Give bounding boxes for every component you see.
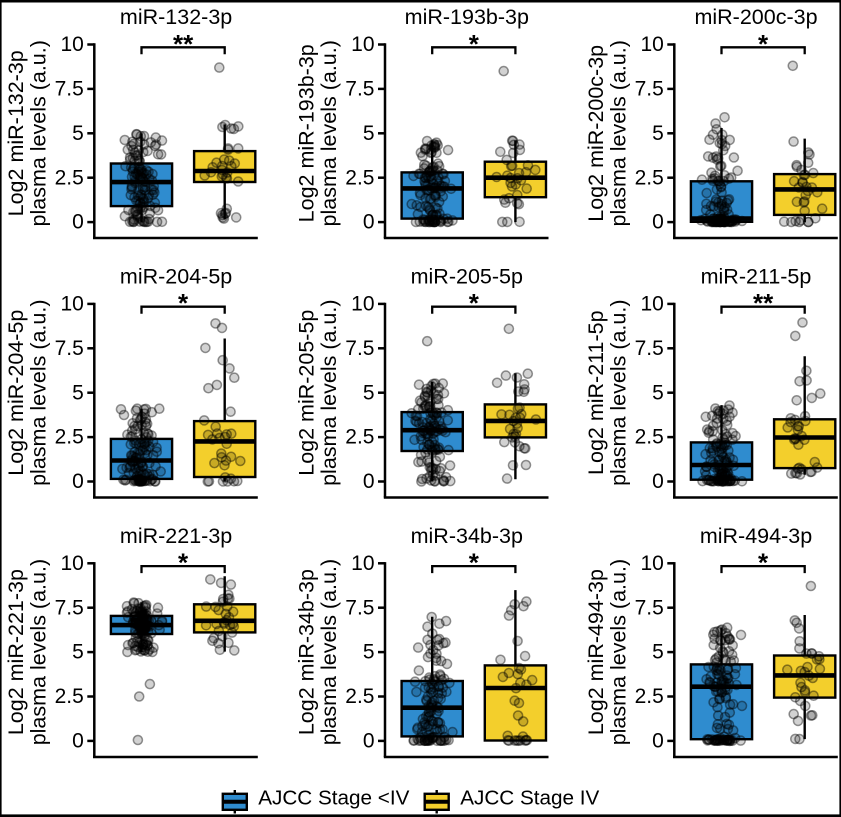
svg-text:plasma levels (a.u.): plasma levels (a.u.) (26, 559, 50, 745)
svg-text:AJCC Stage <IV: AJCC Stage <IV (258, 787, 409, 810)
svg-text:Log2 miR-221-3p: Log2 miR-221-3p (4, 569, 28, 735)
svg-text:7.5: 7.5 (55, 337, 84, 360)
svg-text:5: 5 (72, 122, 84, 145)
svg-text:0: 0 (72, 730, 84, 753)
svg-text:7.5: 7.5 (345, 596, 374, 619)
svg-text:5: 5 (363, 641, 375, 664)
svg-text:plasma levels (a.u.): plasma levels (a.u.) (606, 40, 630, 226)
svg-text:*: * (758, 29, 769, 59)
svg-text:2.5: 2.5 (635, 166, 664, 189)
svg-text:*: * (178, 548, 189, 578)
svg-text:10: 10 (351, 33, 374, 56)
svg-text:miR-200c-3p: miR-200c-3p (694, 5, 817, 29)
svg-text:plasma levels (a.u.): plasma levels (a.u.) (317, 299, 341, 485)
svg-text:0: 0 (72, 211, 84, 234)
svg-text:10: 10 (60, 293, 83, 316)
svg-text:**: ** (753, 288, 774, 318)
svg-text:2.5: 2.5 (55, 685, 84, 708)
svg-text:5: 5 (363, 122, 375, 145)
svg-text:*: * (469, 288, 480, 318)
svg-text:2.5: 2.5 (55, 426, 84, 449)
svg-text:10: 10 (640, 33, 663, 56)
svg-text:Log2 miR-204-5p: Log2 miR-204-5p (4, 310, 28, 476)
svg-text:*: * (758, 548, 769, 578)
svg-text:7.5: 7.5 (55, 596, 84, 619)
svg-text:miR-205-5p: miR-205-5p (411, 264, 523, 288)
svg-text:7.5: 7.5 (345, 337, 374, 360)
svg-text:miR-193b-3p: miR-193b-3p (405, 5, 529, 29)
svg-text:10: 10 (351, 293, 374, 316)
svg-text:Log2 miR-132-3p: Log2 miR-132-3p (4, 50, 28, 216)
svg-text:Log2 miR-193b-3p: Log2 miR-193b-3p (295, 44, 319, 222)
svg-text:7.5: 7.5 (635, 596, 664, 619)
svg-text:5: 5 (652, 122, 664, 145)
svg-text:7.5: 7.5 (345, 78, 374, 101)
svg-text:miR-132-3p: miR-132-3p (120, 5, 232, 29)
svg-text:plasma levels (a.u.): plasma levels (a.u.) (26, 299, 50, 485)
svg-text:*: * (469, 548, 480, 578)
svg-text:plasma levels (a.u.): plasma levels (a.u.) (606, 559, 630, 745)
svg-text:miR-221-3p: miR-221-3p (120, 524, 232, 548)
svg-text:5: 5 (652, 641, 664, 664)
svg-text:miR-204-5p: miR-204-5p (120, 264, 232, 288)
svg-text:miR-494-3p: miR-494-3p (700, 524, 812, 548)
svg-text:5: 5 (72, 641, 84, 664)
svg-text:plasma levels (a.u.): plasma levels (a.u.) (317, 40, 341, 226)
svg-text:AJCC Stage IV: AJCC Stage IV (460, 787, 599, 810)
svg-text:10: 10 (60, 552, 83, 575)
svg-text:2.5: 2.5 (345, 426, 374, 449)
svg-text:miR-34b-3p: miR-34b-3p (411, 524, 523, 548)
svg-text:plasma levels (a.u.): plasma levels (a.u.) (606, 299, 630, 485)
svg-text:5: 5 (363, 381, 375, 404)
svg-text:0: 0 (72, 470, 84, 493)
svg-text:Log2 miR-205-5p: Log2 miR-205-5p (295, 310, 319, 476)
svg-text:miR-211-5p: miR-211-5p (701, 264, 812, 288)
svg-text:Log2 miR-34b-3p: Log2 miR-34b-3p (295, 569, 319, 735)
svg-text:10: 10 (640, 552, 663, 575)
svg-text:0: 0 (363, 211, 375, 234)
svg-text:10: 10 (60, 33, 83, 56)
svg-text:10: 10 (351, 552, 374, 575)
svg-text:0: 0 (363, 730, 375, 753)
svg-text:plasma levels (a.u.): plasma levels (a.u.) (317, 559, 341, 745)
svg-text:2.5: 2.5 (635, 685, 664, 708)
svg-text:**: ** (173, 29, 194, 59)
svg-text:*: * (178, 288, 189, 318)
svg-text:0: 0 (652, 730, 664, 753)
svg-text:Log2 miR-200c-3p: Log2 miR-200c-3p (584, 45, 608, 222)
svg-text:Log2 miR-494-3p: Log2 miR-494-3p (584, 569, 608, 735)
svg-text:10: 10 (640, 293, 663, 316)
svg-text:5: 5 (72, 381, 84, 404)
svg-text:0: 0 (652, 470, 664, 493)
svg-text:7.5: 7.5 (55, 78, 84, 101)
svg-text:0: 0 (652, 211, 664, 234)
svg-text:2.5: 2.5 (345, 166, 374, 189)
svg-text:0: 0 (363, 470, 375, 493)
svg-text:2.5: 2.5 (55, 166, 84, 189)
svg-text:7.5: 7.5 (635, 337, 664, 360)
svg-text:2.5: 2.5 (635, 426, 664, 449)
svg-text:plasma levels (a.u.): plasma levels (a.u.) (26, 40, 50, 226)
svg-text:2.5: 2.5 (345, 685, 374, 708)
svg-text:Log2 miR-211-5p: Log2 miR-211-5p (584, 310, 608, 475)
svg-text:5: 5 (652, 381, 664, 404)
svg-text:*: * (469, 29, 480, 59)
svg-text:7.5: 7.5 (635, 78, 664, 101)
